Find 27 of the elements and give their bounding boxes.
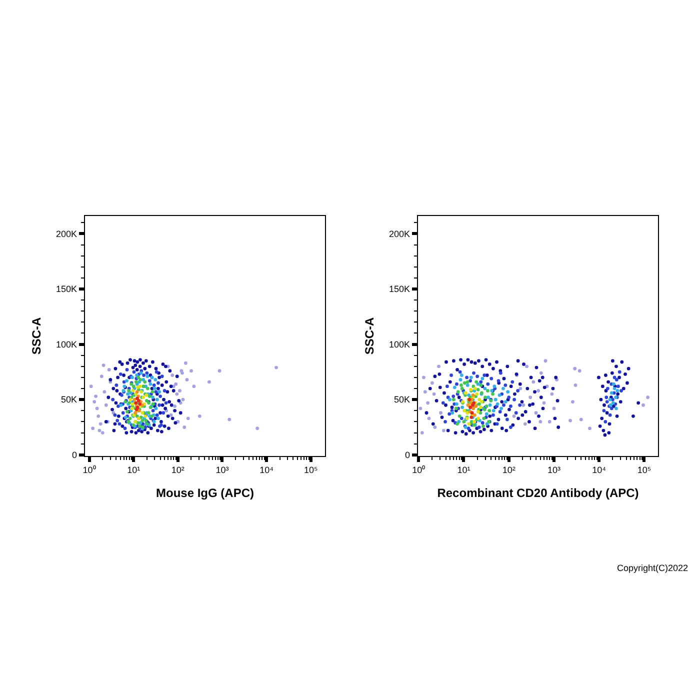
y-tick-label: 150K (389, 284, 410, 294)
x-tick-label: 10¹ (127, 464, 140, 475)
x-tick-label: 10⁵ (304, 464, 318, 475)
x-tick-label: 10⁰ (412, 464, 426, 475)
y-tick-label: 200K (56, 228, 78, 239)
x-tick-label: 10³ (216, 464, 229, 475)
x-tick-label: 10⁵ (637, 464, 652, 475)
y-tick-label: 200K (389, 228, 410, 239)
x-tick-label: 10⁰ (82, 464, 96, 475)
y-tick-label: 50K (61, 394, 78, 405)
x-tick-label: 10² (171, 464, 184, 475)
x-tick-label: 10⁴ (592, 464, 606, 475)
y-axis-title: SSC-A (29, 317, 44, 355)
x-axis-title: Recombinant CD20 Antibody (APC) (437, 486, 639, 500)
x-tick-label: 10² (502, 464, 516, 475)
x-tick-label: 10⁴ (260, 464, 274, 475)
x-tick-label: 10¹ (457, 464, 470, 475)
x-tick-label: 10³ (547, 464, 560, 475)
y-tick-label: 150K (56, 284, 78, 294)
y-tick-label: 100K (389, 339, 410, 350)
x-axis-title: Mouse IgG (APC) (156, 486, 254, 500)
text: Copyright(C)2022 (617, 563, 688, 573)
y-tick-label: 50K (394, 394, 410, 405)
y-tick-label: 100K (56, 339, 78, 350)
y-tick-label: 0 (72, 450, 78, 460)
y-tick-label: 0 (405, 450, 410, 460)
y-axis-title: SSC-A (362, 317, 376, 355)
